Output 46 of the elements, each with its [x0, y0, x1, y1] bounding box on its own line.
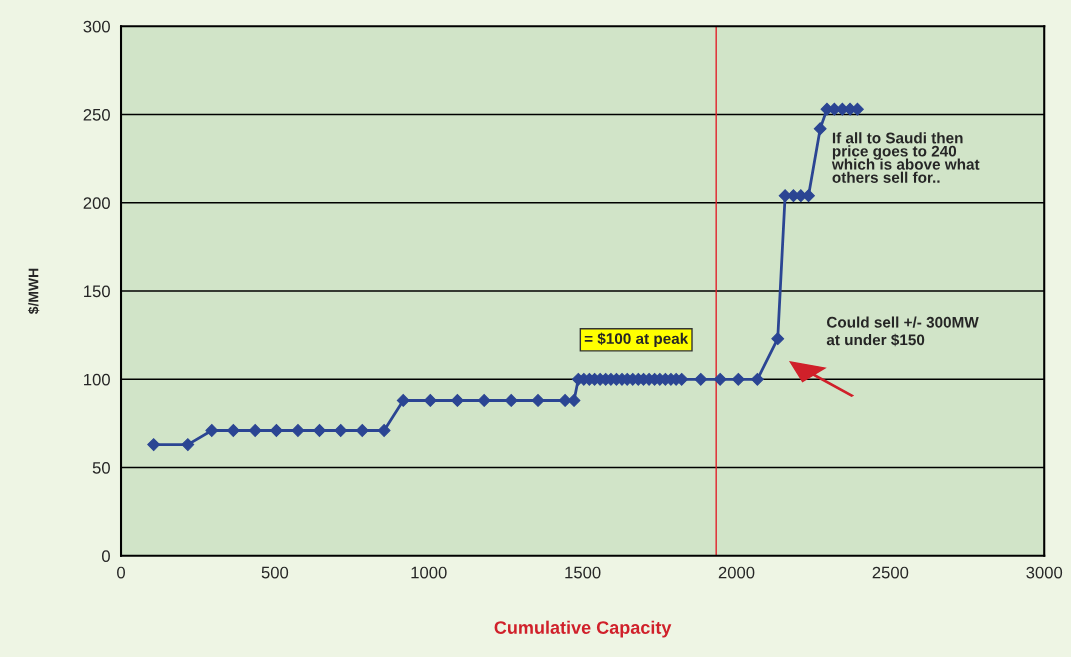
point [334, 424, 348, 437]
point [477, 394, 491, 407]
annotation: If all to Saudi then price goes to 240 which is above what others sell for.. [831, 132, 980, 183]
point [713, 372, 727, 386]
point [396, 394, 410, 407]
point [291, 424, 305, 437]
y-tick-label: 0 [101, 550, 110, 563]
annotation: Could sell +/- 300MW at under $150 [826, 316, 979, 347]
y-tick-label: 100 [84, 373, 110, 386]
y-axis-title: $/MWH [27, 268, 40, 315]
x-tick-label: 0 [117, 566, 126, 579]
x-tick-label: 500 [261, 566, 289, 579]
x-tick-label: 2000 [718, 566, 755, 579]
point [423, 394, 437, 407]
x-tick-label: 1000 [411, 566, 447, 579]
point [558, 394, 572, 407]
point [181, 438, 195, 452]
point [751, 372, 764, 386]
point [450, 394, 464, 407]
point [313, 424, 326, 437]
point [504, 394, 518, 407]
point [567, 394, 581, 407]
point [531, 394, 545, 407]
y-tick-label: 50 [92, 461, 110, 474]
y-tick-label: 300 [83, 20, 110, 33]
x-tick-label: 3000 [1026, 566, 1063, 579]
x-axis-title: Cumulative Capacity [494, 620, 672, 638]
point [802, 189, 815, 203]
y-tick-label: 250 [83, 108, 110, 121]
y-tick-label: 150 [84, 285, 110, 298]
point [270, 424, 283, 437]
y-tick-label: 200 [83, 197, 110, 209]
point [694, 372, 708, 386]
point [377, 424, 391, 437]
x-tick-label: 2500 [872, 566, 909, 579]
point [813, 122, 827, 136]
point [226, 424, 240, 437]
point [771, 332, 785, 346]
annotation: = $100 at peak [584, 332, 689, 348]
point [205, 424, 219, 437]
point [731, 372, 745, 386]
point [851, 102, 864, 116]
point [147, 438, 161, 452]
point [355, 424, 369, 437]
x-tick-label: 1500 [565, 566, 601, 579]
point [248, 424, 262, 437]
